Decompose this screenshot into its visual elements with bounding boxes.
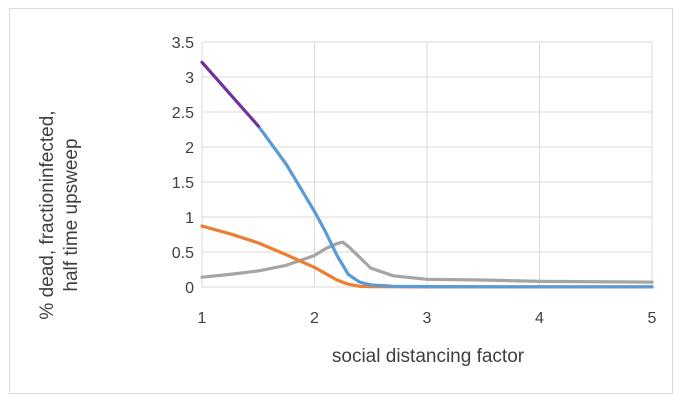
- chart-frame: [9, 8, 673, 394]
- y-tick-label: 2: [185, 140, 194, 157]
- grid: [201, 41, 653, 288]
- y-tick-label: 3.5: [172, 35, 194, 52]
- x-tick-label: 1: [198, 310, 207, 327]
- x-axis-ticks: 1 2 3 4 5: [198, 310, 657, 327]
- series-line-0: [256, 124, 654, 289]
- y-axis-title-line-1: % dead, fractioninfected,: [37, 110, 58, 319]
- y-tick-label: 3: [185, 70, 194, 87]
- y-tick-label: 0: [185, 280, 194, 297]
- y-axis-ticks: 0 0.5 1 1.5 2 2.5 3 3.5: [172, 35, 194, 297]
- y-axis-title: % dead, fractioninfected, half time upsw…: [37, 110, 82, 319]
- series-line-3: [200, 240, 654, 284]
- y-tick-label: 1.5: [172, 175, 194, 192]
- series-layer: [200, 60, 654, 289]
- x-tick-label: 5: [648, 310, 657, 327]
- y-tick-label: 0.5: [172, 245, 194, 262]
- y-axis-title-line-2: half time upsweep: [61, 138, 82, 291]
- x-tick-label: 2: [310, 310, 319, 327]
- x-tick-label: 3: [423, 310, 432, 327]
- y-tick-label: 1: [185, 210, 194, 227]
- x-tick-label: 4: [535, 310, 544, 327]
- y-tick-label: 2.5: [172, 105, 194, 122]
- x-axis-title: social distancing factor: [332, 346, 525, 367]
- series-line-1: [200, 60, 260, 128]
